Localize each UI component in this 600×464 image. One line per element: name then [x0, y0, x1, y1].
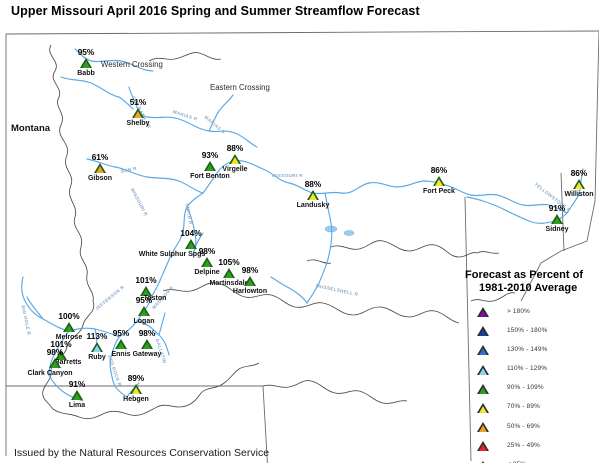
legend-item-label: 130% - 149%: [507, 345, 548, 353]
legend-title-line1: Forecast as Percent of: [465, 269, 583, 281]
legend: Forecast as Percent of 1981-2010 Average…: [465, 269, 599, 463]
water-bodies: [324, 225, 355, 236]
legend-item-label: < 25%: [507, 461, 526, 463]
legend-triangle-fill-icon: [479, 405, 487, 413]
legend-item[interactable]: 25% - 49%: [465, 438, 599, 457]
legend-item[interactable]: > 180%: [465, 304, 599, 323]
legend-item-label: 25% - 49%: [507, 441, 541, 449]
legend-triangle-fill-icon: [479, 348, 487, 356]
legend-item-label: 90% - 109%: [507, 384, 544, 392]
legend-class-list: > 180% 150% - 180% 130% - 149% 110% - 129% 9…: [465, 304, 599, 463]
legend-item[interactable]: 130% - 149%: [465, 342, 599, 361]
legend-triangle-fill-icon: [479, 329, 487, 337]
issuer-credit: Issued by the Natural Resources Conserva…: [14, 447, 270, 459]
legend-item[interactable]: 90% - 109%: [465, 381, 599, 400]
legend-item-label: 110% - 129%: [507, 365, 548, 373]
legend-item[interactable]: 70% - 89%: [465, 400, 599, 419]
legend-item-label: 70% - 89%: [507, 403, 541, 411]
legend-item[interactable]: 50% - 69%: [465, 419, 599, 438]
legend-triangle-fill-icon: [479, 310, 487, 317]
legend-item[interactable]: 110% - 129%: [465, 362, 599, 381]
legend-item-label: > 180%: [507, 307, 531, 315]
legend-title-line2: 1981-2010 Average: [479, 282, 578, 294]
legend-triangle-icon: [477, 460, 489, 463]
basin-outline: [42, 44, 516, 420]
legend-item-label: 150% - 180%: [507, 326, 548, 334]
legend-triangle-fill-icon: [479, 444, 487, 452]
legend-triangle-fill-icon: [479, 386, 487, 394]
boundary-lines: [5, 30, 599, 463]
page-title: Upper Missouri April 2016 Spring and Sum…: [11, 4, 420, 18]
legend-item[interactable]: 150% - 180%: [465, 323, 599, 342]
legend-item-label: 50% - 69%: [507, 422, 541, 430]
legend-item[interactable]: < 25%: [465, 458, 599, 463]
legend-triangle-fill-icon: [479, 367, 487, 375]
legend-triangle-fill-icon: [479, 425, 487, 433]
